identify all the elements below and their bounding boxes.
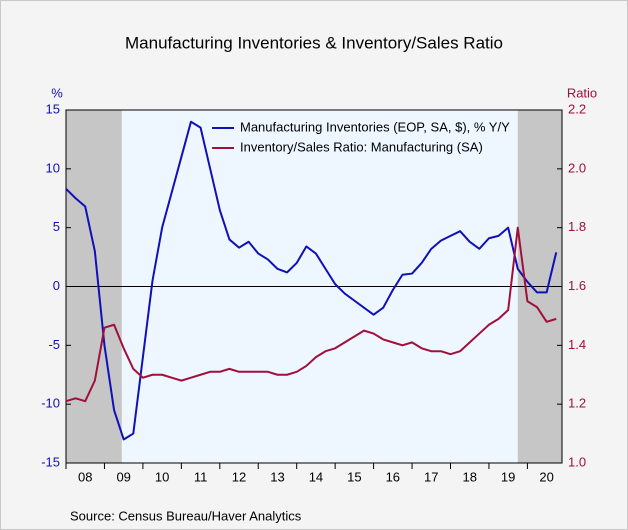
y-unit: % — [51, 85, 63, 100]
y-tick-label: 15 — [46, 101, 60, 116]
x-tick-label: 09 — [116, 469, 130, 484]
x-tick-label: 10 — [155, 469, 169, 484]
chart-title: Manufacturing Inventories & Inventory/Sa… — [125, 33, 503, 52]
y2-tick-label: 1.4 — [568, 337, 586, 352]
source: Source: Census Bureau/Haver Analytics — [70, 508, 302, 523]
y2-tick-label: 1.8 — [568, 219, 586, 234]
y-tick-label: 0 — [53, 278, 60, 293]
y-tick-label: -10 — [41, 396, 60, 411]
y2-tick-label: 1.2 — [568, 396, 586, 411]
x-tick-label: 08 — [78, 469, 92, 484]
x-tick-label: 13 — [270, 469, 284, 484]
y-tick-label: 5 — [53, 219, 60, 234]
y-tick-label: -15 — [41, 454, 60, 469]
x-tick-label: 11 — [194, 469, 208, 484]
legend-label: Manufacturing Inventories (EOP, SA, $), … — [240, 119, 510, 134]
y2-tick-label: 2.0 — [568, 160, 586, 175]
y-tick-label: 10 — [46, 160, 60, 175]
x-tick-label: 20 — [539, 469, 553, 484]
legend-label: Inventory/Sales Ratio: Manufacturing (SA… — [240, 139, 483, 154]
series-line — [65, 120, 558, 441]
x-tick-label: 15 — [347, 469, 361, 484]
x-tick-label: 12 — [232, 469, 246, 484]
y2-unit: Ratio — [567, 85, 597, 100]
x-tick-label: 17 — [424, 469, 438, 484]
y2-tick-label: 1.0 — [568, 454, 586, 469]
y2-tick-label: 1.6 — [568, 278, 586, 293]
x-tick-label: 16 — [386, 469, 400, 484]
series-line — [65, 226, 557, 403]
x-tick-label: 19 — [501, 469, 515, 484]
x-tick-label: 18 — [462, 469, 476, 484]
y2-tick-label: 2.2 — [568, 101, 586, 116]
y-tick-label: -5 — [48, 337, 60, 352]
x-tick-label: 14 — [309, 469, 323, 484]
